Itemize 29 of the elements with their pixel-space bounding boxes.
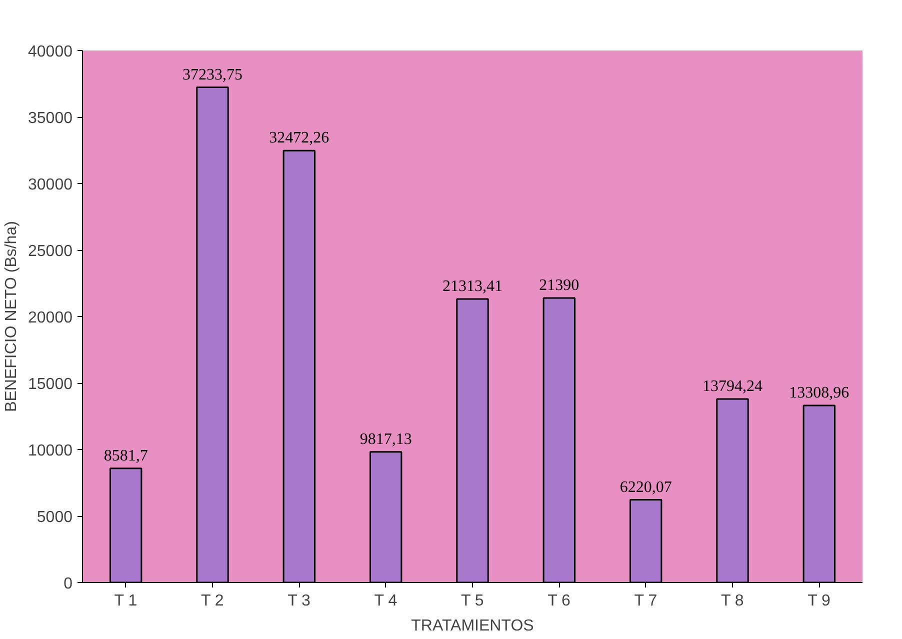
y-tick-label: 5000: [36, 509, 73, 526]
x-tick-label: T 3: [288, 592, 311, 610]
data-label: 8581,7: [104, 447, 148, 464]
data-label: 6220,07: [620, 478, 672, 496]
y-axis-title: BENEFICIO NETO (Bs/ha): [3, 221, 20, 412]
y-tick-label: 0: [64, 576, 73, 592]
x-axis-title: TRATAMIENTOS: [411, 618, 534, 634]
x-tick-label: T 2: [200, 592, 224, 610]
y-tick-label: 15000: [28, 376, 73, 393]
data-label: 13308,96: [789, 384, 850, 402]
x-tick-label: T 9: [808, 592, 831, 610]
y-tick-label: 40000: [28, 44, 73, 60]
y-tick-label: 30000: [28, 176, 73, 194]
data-label: 32472,26: [269, 130, 330, 147]
data-label: 21390: [539, 277, 580, 294]
x-tick-label: T 5: [460, 592, 484, 610]
x-tick-label: T 7: [634, 592, 658, 610]
data-label: 9817,13: [360, 430, 412, 448]
data-label: 21313,41: [442, 278, 502, 296]
x-tick-label: T 8: [720, 592, 744, 610]
y-tick-label: 10000: [28, 442, 73, 460]
x-tick-label: T 1: [114, 592, 138, 610]
y-tick-label: 35000: [28, 110, 73, 127]
data-label: 37233,75: [182, 66, 242, 84]
y-tick-label: 25000: [28, 243, 73, 260]
data-label: 13794,24: [702, 378, 762, 396]
y-tick-label: 20000: [28, 310, 73, 326]
x-tick-label: T 6: [548, 592, 571, 610]
x-tick-label: T 4: [374, 592, 398, 610]
